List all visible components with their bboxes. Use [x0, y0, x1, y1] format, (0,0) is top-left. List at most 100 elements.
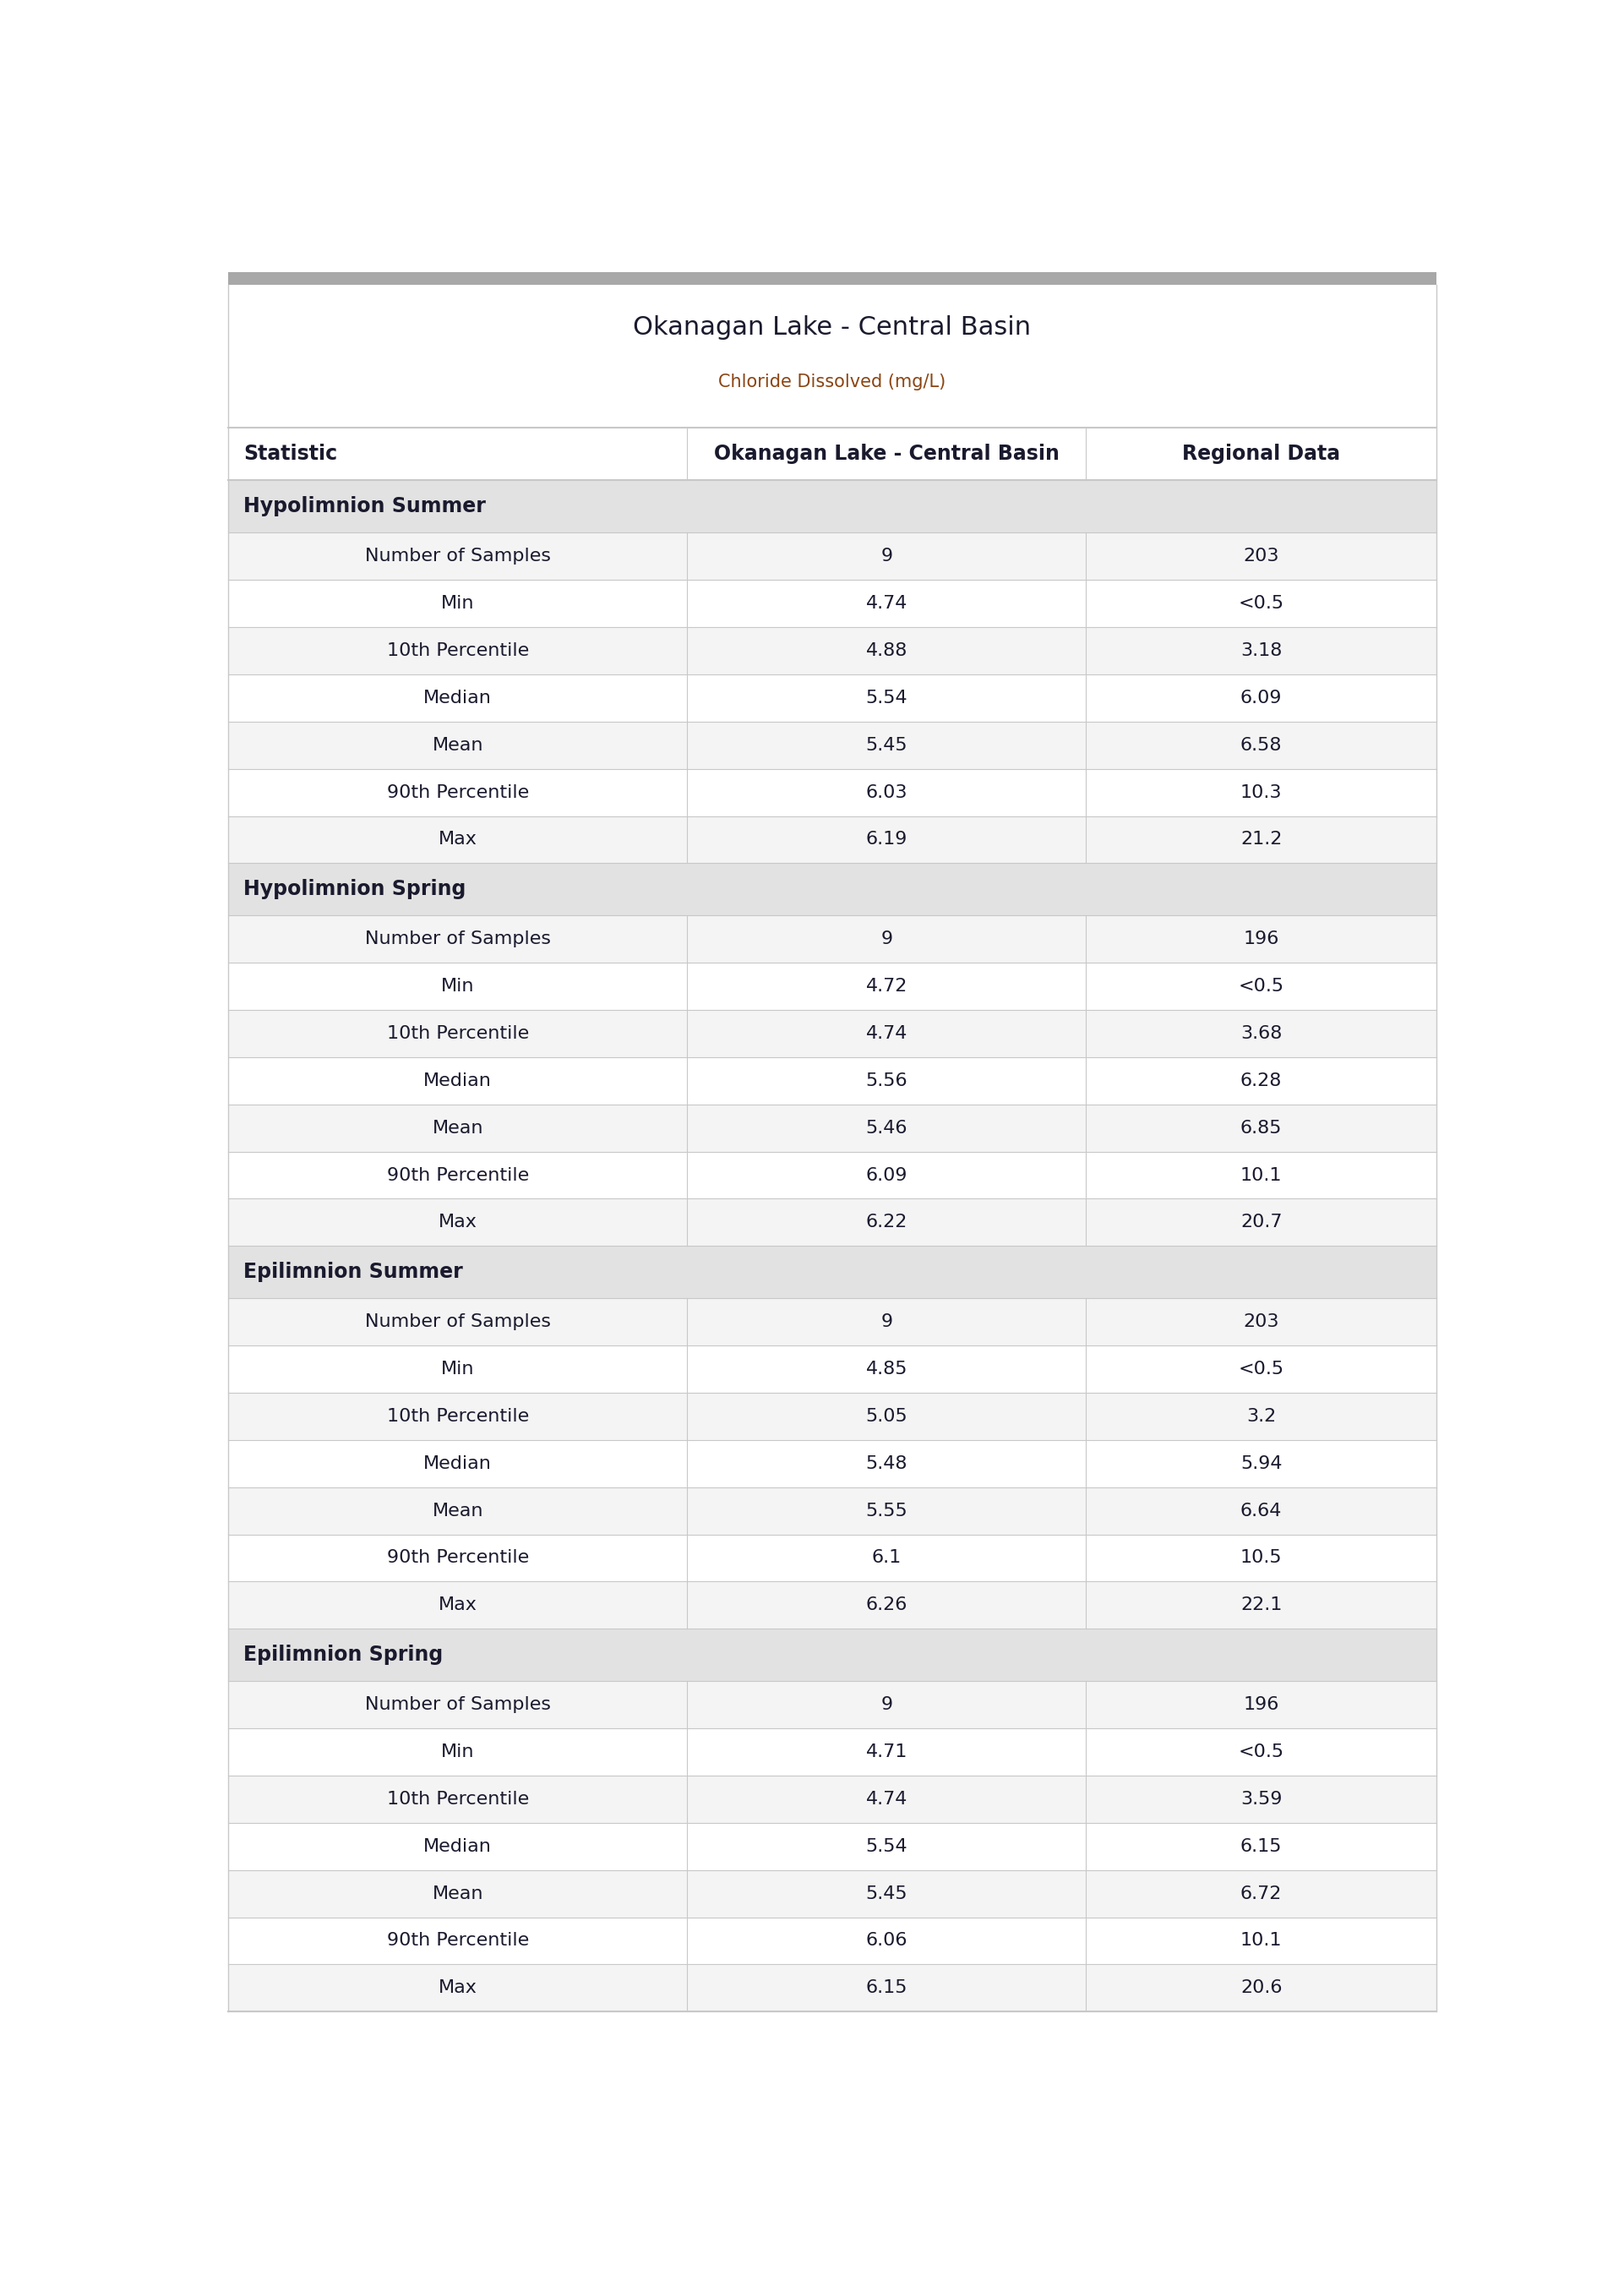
Text: Mean: Mean	[432, 1884, 484, 1902]
Bar	[227, 863, 1436, 915]
Text: 10.1: 10.1	[1241, 1932, 1281, 1950]
Bar	[227, 481, 1436, 533]
Text: 4.74: 4.74	[866, 1026, 908, 1042]
Bar	[227, 1058, 1436, 1105]
Text: 6.15: 6.15	[866, 1979, 908, 1995]
Bar	[227, 272, 1436, 284]
Text: 6.85: 6.85	[1241, 1119, 1281, 1137]
Text: Median: Median	[424, 1455, 492, 1471]
Text: 6.09: 6.09	[866, 1167, 908, 1183]
Text: 6.28: 6.28	[1241, 1071, 1281, 1090]
Text: Min: Min	[442, 978, 474, 994]
Text: Number of Samples: Number of Samples	[365, 1696, 551, 1714]
Text: 9: 9	[880, 1696, 893, 1714]
Text: 6.15: 6.15	[1241, 1839, 1281, 1855]
Text: 20.6: 20.6	[1241, 1979, 1281, 1995]
Text: 6.26: 6.26	[866, 1596, 908, 1614]
Text: 5.54: 5.54	[866, 690, 908, 706]
Text: 10.5: 10.5	[1241, 1550, 1283, 1566]
Bar	[227, 1439, 1436, 1487]
Text: 203: 203	[1244, 547, 1280, 565]
Bar	[227, 1298, 1436, 1346]
Text: 4.72: 4.72	[866, 978, 908, 994]
Bar	[227, 1394, 1436, 1439]
Bar	[227, 429, 1436, 481]
Text: Median: Median	[424, 690, 492, 706]
Text: 10th Percentile: 10th Percentile	[387, 1407, 529, 1426]
Text: 9: 9	[880, 931, 893, 947]
Text: Min: Min	[442, 1743, 474, 1762]
Text: Max: Max	[438, 1979, 477, 1995]
Text: 4.74: 4.74	[866, 1791, 908, 1807]
Text: 6.09: 6.09	[1241, 690, 1281, 706]
Text: 6.1: 6.1	[872, 1550, 901, 1566]
Text: 6.64: 6.64	[1241, 1503, 1281, 1519]
Text: 9: 9	[880, 1314, 893, 1330]
Bar	[227, 284, 1436, 429]
Text: Hypolimnion Spring: Hypolimnion Spring	[244, 878, 466, 899]
Bar	[227, 1823, 1436, 1870]
Text: 5.45: 5.45	[866, 1884, 908, 1902]
Text: 196: 196	[1244, 931, 1280, 947]
Bar	[227, 1535, 1436, 1582]
Text: 9: 9	[880, 547, 893, 565]
Text: 90th Percentile: 90th Percentile	[387, 1932, 529, 1950]
Text: 10th Percentile: 10th Percentile	[387, 642, 529, 658]
Text: 3.59: 3.59	[1241, 1791, 1281, 1807]
Bar	[227, 722, 1436, 770]
Text: Mean: Mean	[432, 738, 484, 754]
Text: 5.05: 5.05	[866, 1407, 908, 1426]
Text: 4.71: 4.71	[866, 1743, 908, 1762]
Text: Number of Samples: Number of Samples	[365, 1314, 551, 1330]
Text: Regional Data: Regional Data	[1182, 445, 1340, 465]
Text: Hypolimnion Summer: Hypolimnion Summer	[244, 497, 486, 518]
Bar	[227, 915, 1436, 962]
Bar	[227, 1964, 1436, 2011]
Text: Mean: Mean	[432, 1119, 484, 1137]
Text: 6.22: 6.22	[866, 1214, 908, 1230]
Text: 3.2: 3.2	[1246, 1407, 1276, 1426]
Bar	[227, 1105, 1436, 1151]
Text: 196: 196	[1244, 1696, 1280, 1714]
Text: 21.2: 21.2	[1241, 831, 1281, 849]
Text: <0.5: <0.5	[1239, 1743, 1285, 1762]
Text: Max: Max	[438, 1596, 477, 1614]
Text: Statistic: Statistic	[244, 445, 338, 465]
Text: Chloride Dissolved (mg/L): Chloride Dissolved (mg/L)	[718, 375, 947, 390]
Bar	[227, 1727, 1436, 1775]
Text: Number of Samples: Number of Samples	[365, 547, 551, 565]
Bar	[227, 674, 1436, 722]
Text: <0.5: <0.5	[1239, 1360, 1285, 1378]
Text: Epilimnion Summer: Epilimnion Summer	[244, 1262, 463, 1283]
Bar	[227, 1010, 1436, 1058]
Bar	[227, 770, 1436, 815]
Bar	[227, 1246, 1436, 1298]
Text: 4.74: 4.74	[866, 595, 908, 613]
Text: 6.72: 6.72	[1241, 1884, 1281, 1902]
Bar	[227, 533, 1436, 581]
Bar	[227, 627, 1436, 674]
Text: 5.56: 5.56	[866, 1071, 908, 1090]
Text: <0.5: <0.5	[1239, 978, 1285, 994]
Bar	[227, 1630, 1436, 1682]
Text: Max: Max	[438, 831, 477, 849]
Text: Okanagan Lake - Central Basin: Okanagan Lake - Central Basin	[633, 316, 1031, 340]
Bar	[227, 1775, 1436, 1823]
Text: 10th Percentile: 10th Percentile	[387, 1791, 529, 1807]
Bar	[227, 1870, 1436, 1918]
Text: Max: Max	[438, 1214, 477, 1230]
Text: 4.88: 4.88	[866, 642, 908, 658]
Text: 22.1: 22.1	[1241, 1596, 1281, 1614]
Text: 20.7: 20.7	[1241, 1214, 1281, 1230]
Text: 10th Percentile: 10th Percentile	[387, 1026, 529, 1042]
Text: 4.85: 4.85	[866, 1360, 908, 1378]
Text: 6.58: 6.58	[1241, 738, 1281, 754]
Bar	[227, 1346, 1436, 1394]
Text: Mean: Mean	[432, 1503, 484, 1519]
Text: 5.48: 5.48	[866, 1455, 908, 1471]
Text: 5.45: 5.45	[866, 738, 908, 754]
Text: Okanagan Lake - Central Basin: Okanagan Lake - Central Basin	[715, 445, 1059, 465]
Text: 90th Percentile: 90th Percentile	[387, 1550, 529, 1566]
Bar	[227, 962, 1436, 1010]
Text: Epilimnion Spring: Epilimnion Spring	[244, 1646, 443, 1666]
